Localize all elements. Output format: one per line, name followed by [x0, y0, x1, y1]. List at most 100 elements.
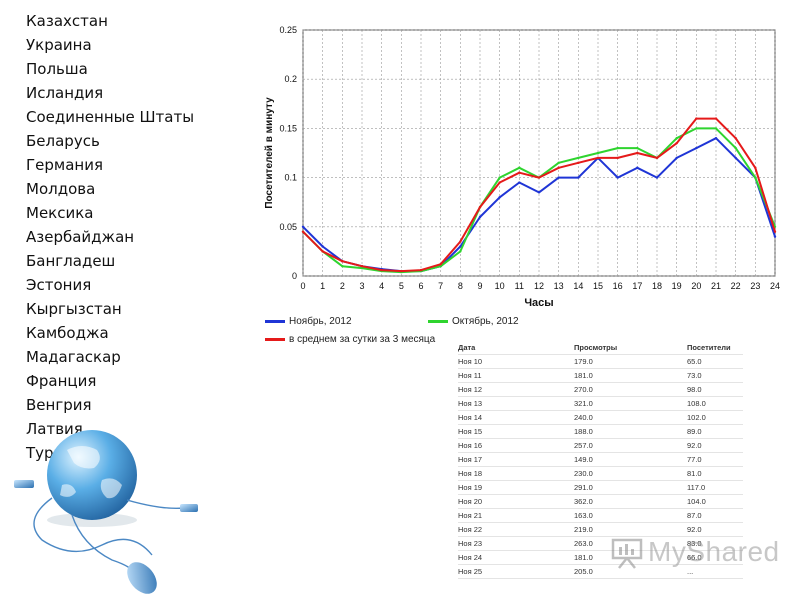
- data-point: [636, 146, 639, 150]
- cell-visitors: 81.0: [687, 469, 702, 478]
- data-point: [419, 268, 423, 272]
- data-point: [439, 262, 442, 266]
- cell-visitors: 111.0: [687, 579, 743, 581]
- cell-views: 181.0: [574, 553, 593, 562]
- cell-date: Ноя 11: [458, 371, 482, 380]
- cell-visitors: 83.0: [687, 539, 702, 548]
- data-point: [478, 215, 482, 219]
- cell-date: Ноя 12: [458, 385, 483, 394]
- x-tick-label: 0: [300, 281, 305, 291]
- cell-views: 163.0: [574, 511, 593, 520]
- y-tick-label: 0.15: [279, 123, 297, 133]
- data-point: [341, 264, 344, 268]
- data-point: [695, 146, 698, 150]
- cell-date: Ноя 22: [458, 525, 483, 534]
- x-tick-label: 2: [340, 281, 345, 291]
- data-point: [773, 235, 777, 238]
- cell-visitors: 77.0: [687, 455, 702, 464]
- table-body: Ноя 10 179.0 65.0 Ноя 11 181.0 73.0 Ноя 12 270.…: [458, 354, 743, 581]
- data-point: [577, 156, 580, 160]
- cell-visitors: 117.0: [687, 483, 706, 492]
- x-tick-label: 3: [359, 281, 364, 291]
- country-item: Германия: [26, 156, 103, 174]
- data-point: [596, 156, 600, 160]
- cell-views: 257.0: [574, 441, 593, 450]
- table-row: Ноя 20 362.0 104.0: [458, 494, 743, 509]
- data-point: [459, 240, 462, 243]
- cell-views: 362.0: [574, 497, 593, 506]
- data-point: [518, 171, 521, 174]
- country-item: Азербайджан: [26, 228, 135, 246]
- cell-visitors: 73.0: [687, 371, 702, 380]
- cell-date: Ноя 10: [458, 357, 483, 366]
- x-tick-label: 24: [770, 281, 780, 291]
- cell-views: 149.0: [574, 455, 593, 464]
- country-item: Польша: [26, 60, 88, 78]
- cell-date: Ноя 16: [458, 441, 483, 450]
- y-tick-label: 0.25: [279, 25, 297, 35]
- country-item: Эстония: [26, 276, 92, 294]
- country-item: Мадагаскар: [26, 348, 121, 366]
- data-point: [459, 245, 462, 248]
- cell-views: 230.0: [574, 469, 593, 478]
- table-row: Ноя 15 188.0 89.0: [458, 424, 743, 439]
- country-item: Мексика: [26, 204, 94, 222]
- cell-views: 240.0: [574, 413, 593, 422]
- data-point: [734, 156, 737, 160]
- x-tick-label: 16: [613, 281, 623, 291]
- country-item: Латвия: [26, 420, 83, 438]
- cell-visitors: 87.0: [687, 511, 702, 520]
- country-list: Казахстан Украина Польша Исландия Соединенны…: [26, 9, 194, 465]
- data-point: [577, 161, 580, 165]
- cell-date: Ноя 25: [458, 567, 483, 576]
- cell-views: 270.0: [574, 385, 593, 394]
- data-point: [459, 250, 462, 253]
- watermark: MyShared: [610, 535, 780, 569]
- x-axis-ticks: 0 1 2 3 4 5 6 7 8 9 10 11 12 13 14 15 16 17 18 19 20 21 22 23 24: [300, 281, 780, 291]
- data-point: [360, 266, 364, 270]
- country-item: Молдова: [26, 180, 96, 198]
- cell-date: Ноя 24: [458, 553, 483, 562]
- x-tick-label: 17: [632, 281, 642, 291]
- data-point: [675, 137, 678, 140]
- x-tick-label: 13: [554, 281, 564, 291]
- cell-date: Ноя 18: [458, 469, 483, 478]
- table-row: Ноя 22 219.0 92.0: [458, 522, 743, 537]
- x-tick-label: 21: [711, 281, 721, 291]
- data-point: [321, 245, 324, 248]
- legend-label: Октябрь, 2012: [452, 316, 519, 327]
- country-item: Кыргызстан: [26, 300, 122, 318]
- data-point: [518, 166, 521, 169]
- x-tick-label: 4: [379, 281, 384, 291]
- data-point: [341, 260, 344, 263]
- cell-views: 181.0: [574, 371, 593, 380]
- data-point: [714, 137, 718, 140]
- data-point: [655, 156, 659, 160]
- data-point: [518, 181, 521, 184]
- x-tick-label: 15: [593, 281, 603, 291]
- cell-visitors: 98.0: [687, 385, 702, 394]
- cell-visitors: ...: [687, 567, 694, 576]
- chart-series: [301, 117, 777, 274]
- data-point: [360, 264, 364, 268]
- cell-date: Ноя 15: [458, 427, 483, 436]
- globe-network-illustration: [14, 430, 198, 594]
- data-point: [655, 176, 659, 179]
- data-point: [714, 127, 718, 130]
- x-tick-label: 9: [477, 281, 482, 291]
- cell-visitors: 89.0: [687, 427, 702, 436]
- data-point: [596, 151, 600, 155]
- x-tick-label: 10: [495, 281, 505, 291]
- cell-date: Ноя 23: [458, 539, 483, 548]
- legend-label: Ноябрь, 2012: [289, 316, 352, 327]
- country-item: Исландия: [26, 84, 104, 102]
- cell-views: 205.0: [574, 567, 593, 576]
- data-point: [734, 146, 737, 150]
- cell-date: Ноя 26: [458, 579, 574, 581]
- country-item: Казахстан: [26, 12, 108, 30]
- cell-date: Ноя 20: [458, 497, 483, 506]
- x-tick-label: 1: [320, 281, 325, 291]
- x-tick-label: 20: [691, 281, 701, 291]
- y-axis-label: Посетителей в минуту: [264, 97, 275, 209]
